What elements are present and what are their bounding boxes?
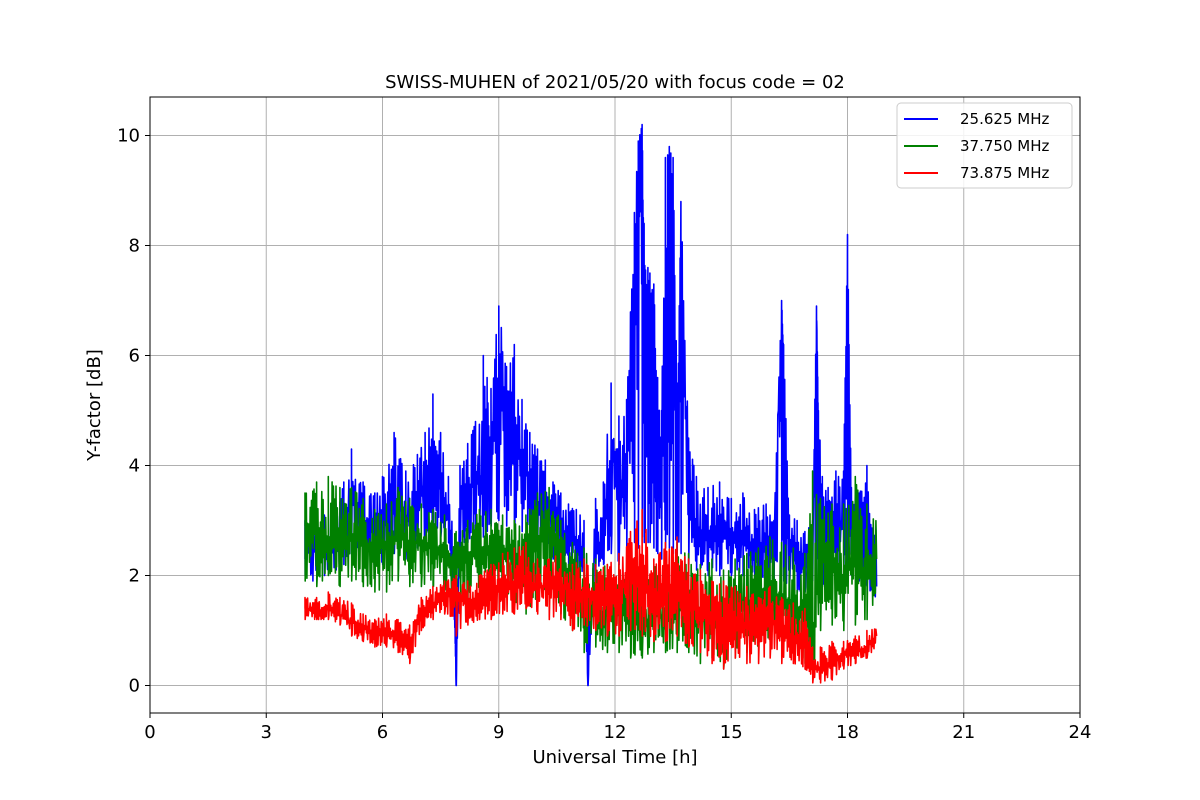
x-tick-label: 21 — [952, 722, 975, 743]
y-tick-label: 10 — [117, 126, 140, 147]
x-tick-label: 15 — [720, 722, 743, 743]
series-layer — [304, 123, 878, 687]
x-tick-label: 9 — [493, 722, 504, 743]
x-axis-label: Universal Time [h] — [532, 747, 697, 768]
legend-label: 73.875 MHz — [960, 164, 1049, 182]
y-axis: 0 2 4 6 8 10 — [117, 126, 150, 697]
chart-title: SWISS-MUHEN of 2021/05/20 with focus cod… — [385, 72, 845, 93]
y-tick-label: 4 — [129, 456, 140, 477]
x-tick-label: 6 — [377, 722, 388, 743]
y-tick-label: 2 — [129, 566, 140, 587]
legend: 25.625 MHz 37.750 MHz 73.875 MHz — [896, 102, 1073, 189]
x-tick-label: 3 — [261, 722, 272, 743]
series-line-2 — [304, 470, 878, 681]
y-tick-label: 8 — [129, 236, 140, 257]
series-line-3 — [304, 508, 878, 684]
series-line-1 — [304, 123, 878, 687]
x-tick-label: 24 — [1069, 722, 1092, 743]
legend-label: 25.625 MHz — [960, 110, 1049, 128]
legend-label: 37.750 MHz — [960, 137, 1049, 155]
x-tick-label: 12 — [604, 722, 627, 743]
x-axis: 0 3 6 9 12 15 18 21 24 — [144, 713, 1091, 743]
y-tick-label: 0 — [129, 676, 140, 697]
x-tick-label: 18 — [836, 722, 859, 743]
y-tick-label: 6 — [129, 346, 140, 367]
y-axis-label: Y-factor [dB] — [84, 349, 105, 462]
x-tick-label: 0 — [144, 722, 155, 743]
legend-box — [896, 102, 1073, 189]
